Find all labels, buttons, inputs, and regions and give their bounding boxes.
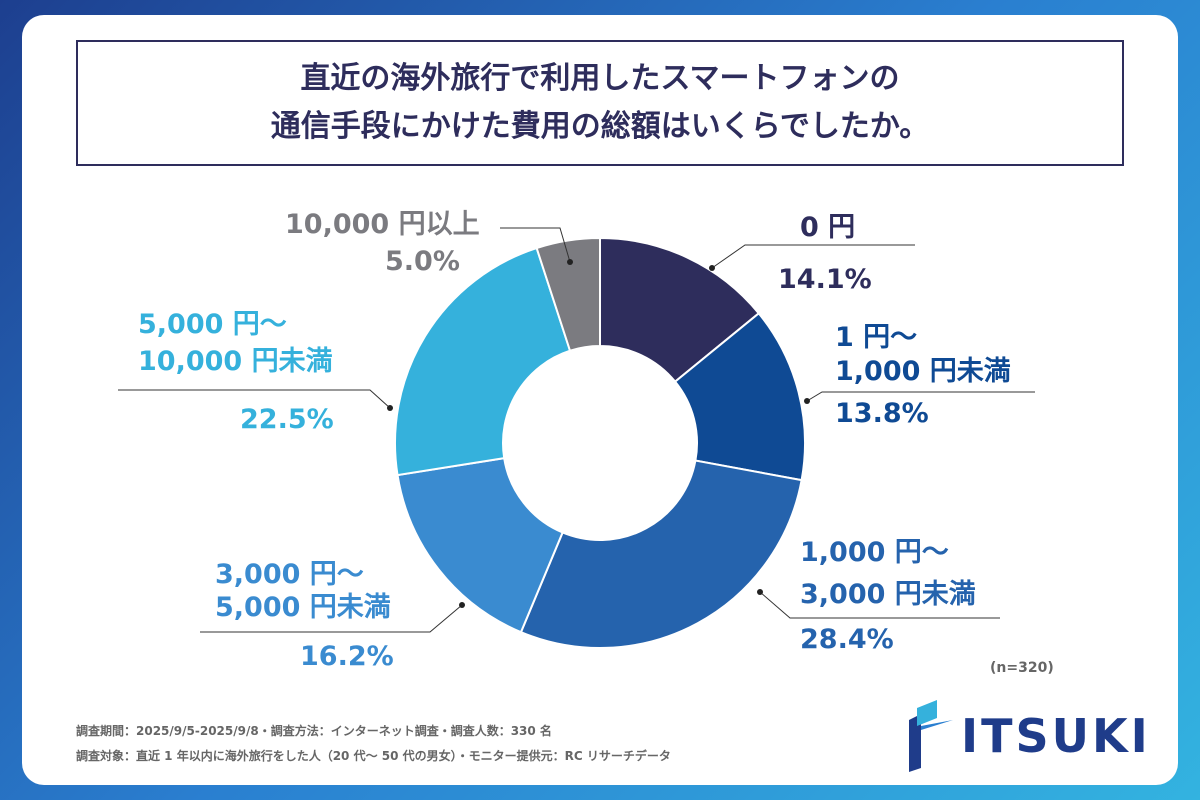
itsuki-logo: ITSUKI bbox=[905, 700, 1151, 772]
leader-dot-0 bbox=[709, 265, 715, 271]
leader-dot-1 bbox=[804, 398, 810, 404]
slice-5 bbox=[535, 236, 601, 353]
label-2a: 1,000 円〜 bbox=[800, 537, 949, 568]
leader-line-2 bbox=[759, 591, 1000, 619]
chart-title: 直近の海外旅行で利用したスマートフォンの 通信手段にかけた費用の総額はいくらでし… bbox=[76, 40, 1124, 166]
logo-mark-icon bbox=[909, 700, 953, 772]
slice-2 bbox=[519, 459, 803, 649]
survey-note-1: 調査期間：2025/9/5-2025/9/8・調査方法：インターネット調査・調査… bbox=[76, 724, 552, 738]
sample-size: (n=320) bbox=[990, 660, 1054, 676]
pct-3: 16.2% bbox=[300, 641, 394, 672]
leader-line-5 bbox=[500, 227, 571, 263]
pct-0: 14.1% bbox=[778, 264, 872, 295]
card bbox=[22, 15, 1178, 785]
label-3b: 5,000 円未満 bbox=[215, 592, 391, 623]
leader-line-3 bbox=[200, 604, 463, 633]
pct-1: 13.8% bbox=[835, 398, 929, 429]
leader-line-4 bbox=[118, 389, 391, 409]
logo-text: ITSUKI bbox=[961, 709, 1151, 763]
pct-2: 28.4% bbox=[800, 624, 894, 655]
slice-4 bbox=[394, 246, 572, 477]
label-3a: 3,000 円〜 bbox=[215, 559, 364, 590]
label-5: 10,000 円以上 bbox=[285, 209, 480, 240]
label-0: 0 円 bbox=[800, 212, 856, 243]
leader-dot-3 bbox=[459, 602, 465, 608]
leader-dot-4 bbox=[387, 405, 393, 411]
label-2b: 3,000 円未満 bbox=[800, 579, 976, 610]
title-line1: 直近の海外旅行で利用したスマートフォンの bbox=[300, 61, 900, 96]
title-line2: 通信手段にかけた費用の総額はいくらでしたか。 bbox=[270, 109, 930, 144]
label-1b: 1,000 円未満 bbox=[835, 356, 1011, 387]
leader-dot-5 bbox=[567, 259, 573, 265]
slice-3 bbox=[396, 457, 564, 634]
label-4b: 10,000 円未満 bbox=[138, 346, 333, 377]
pct-5: 5.0% bbox=[385, 246, 460, 277]
leader-line-1 bbox=[806, 391, 1035, 402]
leader-dot-2 bbox=[757, 589, 763, 595]
leader-line-0 bbox=[711, 244, 915, 269]
label-1a: 1 円〜 bbox=[835, 322, 918, 353]
survey-note-2: 調査対象：直近 1 年以内に海外旅行をした人（20 代〜 50 代の男女）・モニ… bbox=[76, 749, 671, 763]
pct-4: 22.5% bbox=[240, 404, 334, 435]
label-4a: 5,000 円〜 bbox=[138, 309, 287, 340]
